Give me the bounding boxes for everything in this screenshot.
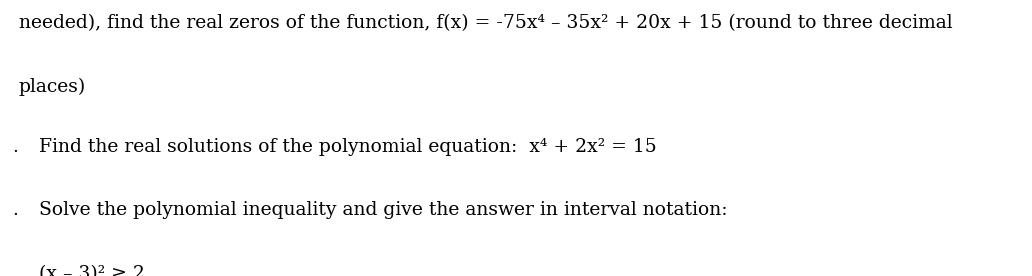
- Text: places): places): [19, 77, 86, 95]
- Text: needed), find the real zeros of the function, f(x) = -75x⁴ – 35x² + 20x + 15 (ro: needed), find the real zeros of the func…: [19, 14, 953, 32]
- Text: .: .: [12, 138, 19, 156]
- Text: Solve the polynomial inequality and give the answer in interval notation:: Solve the polynomial inequality and give…: [39, 201, 728, 219]
- Text: Find the real solutions of the polynomial equation:  x⁴ + 2x² = 15: Find the real solutions of the polynomia…: [39, 138, 657, 156]
- Text: (x – 3)² ≥ 2: (x – 3)² ≥ 2: [39, 265, 146, 276]
- Text: .: .: [12, 201, 19, 219]
